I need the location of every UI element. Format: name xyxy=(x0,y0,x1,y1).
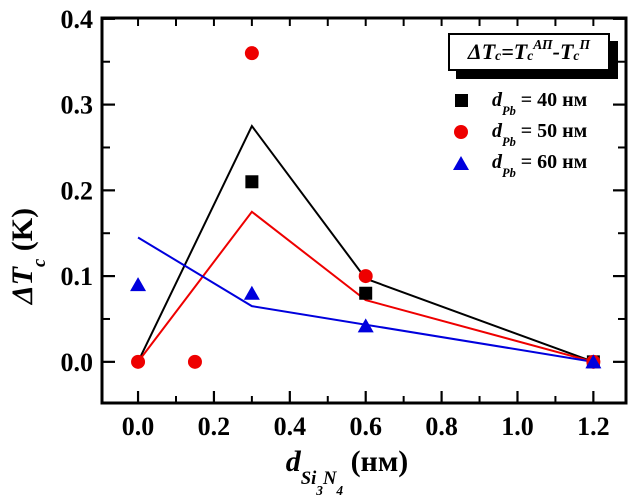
legend-value: = 60 нм xyxy=(520,151,588,173)
y-axis-variable: ΔT xyxy=(6,266,39,305)
y-tick-label: 0.2 xyxy=(61,176,94,205)
legend-entry-50nm: dPb = 50 нм xyxy=(444,116,588,148)
y-tick-label: 0.0 xyxy=(61,348,94,377)
formula-minus: - xyxy=(552,39,560,64)
legend-var-sub: Pb xyxy=(502,103,516,118)
legend-var: d xyxy=(492,151,502,173)
legend: dPb = 40 нм dPb = 50 нм dPb = 60 нм xyxy=(444,85,588,179)
x-tick-label: 1.2 xyxy=(577,412,610,441)
circle-marker-icon xyxy=(454,124,468,139)
data-point-triangle xyxy=(243,285,260,300)
x-sub-n-index: 4 xyxy=(336,482,344,498)
legend-entry-40nm: dPb = 40 нм xyxy=(444,85,588,117)
legend-label: dPb = 60 нм xyxy=(492,151,588,179)
x-tick-label: 1.0 xyxy=(501,412,534,441)
legend-value: = 50 нм xyxy=(520,120,588,142)
data-point-circle xyxy=(187,354,202,369)
series-trend-line xyxy=(137,210,594,363)
x-tick-label: 0.0 xyxy=(122,412,155,441)
legend-entry-60nm: dPb = 60 нм xyxy=(444,147,588,179)
formula-term2: T xyxy=(559,39,574,64)
legend-label: dPb = 40 нм xyxy=(492,89,588,117)
legend-value: = 40 нм xyxy=(520,89,588,111)
data-point-square xyxy=(245,175,259,189)
x-tick-label: 0.4 xyxy=(274,412,307,441)
x-axis-variable-subscript: Si3N4 xyxy=(300,467,343,497)
series-trend-line xyxy=(137,124,594,363)
y-axis-title: ΔTc (K) xyxy=(1,106,50,406)
x-tick-label: 0.8 xyxy=(425,412,458,441)
formula-term1: T xyxy=(513,39,528,64)
data-point-square xyxy=(359,286,373,300)
x-tick-label: 0.6 xyxy=(349,412,382,441)
data-point-triangle xyxy=(585,354,602,369)
x-axis-unit: (нм) xyxy=(343,445,409,478)
x-tick-label: 0.2 xyxy=(198,412,231,441)
x-axis-variable: d xyxy=(285,445,301,478)
plot-border xyxy=(100,16,628,405)
x-sub-si: Si xyxy=(300,467,317,489)
legend-var: d xyxy=(492,120,502,142)
data-point-circle xyxy=(131,354,146,369)
data-point-triangle xyxy=(357,318,374,333)
series-trend-line xyxy=(137,236,594,363)
formula-equals: = xyxy=(501,39,514,64)
data-point-circle xyxy=(244,46,259,61)
data-point-triangle xyxy=(130,277,147,292)
legend-var-sub: Pb xyxy=(502,134,516,149)
legend-label: dPb = 50 нм xyxy=(492,120,588,148)
legend-marker-cell xyxy=(444,94,478,107)
y-tick-label: 0.4 xyxy=(61,5,94,34)
x-sub-si-index: 3 xyxy=(316,482,323,498)
x-sub-n: N xyxy=(322,467,337,489)
y-tick-label: 0.1 xyxy=(61,262,94,291)
y-axis-variable-subscript: c xyxy=(28,258,50,267)
legend-marker-cell xyxy=(444,124,478,139)
legend-marker-cell xyxy=(444,155,478,170)
y-axis-unit: (K) xyxy=(6,207,39,259)
square-marker-icon xyxy=(454,94,468,107)
formula-lhs: ΔT xyxy=(467,39,496,64)
x-axis-title: dSi3N4 (нм) xyxy=(197,444,497,497)
legend-var: d xyxy=(492,89,502,111)
y-tick-label: 0.3 xyxy=(61,91,94,120)
data-point-circle xyxy=(358,269,373,284)
legend-var-sub: Pb xyxy=(502,165,516,180)
triangle-marker-icon xyxy=(453,155,469,170)
